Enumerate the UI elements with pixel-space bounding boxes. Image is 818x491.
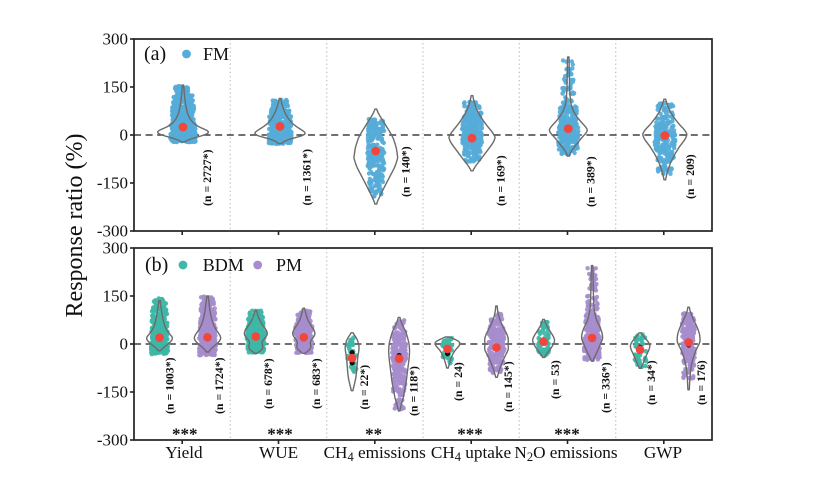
svg-text:0: 0: [120, 126, 129, 145]
svg-text:BDM: BDM: [203, 255, 244, 275]
svg-text:***: ***: [172, 425, 198, 444]
svg-text:N2O emissions: N2O emissions: [514, 443, 617, 464]
svg-text:-300: -300: [97, 222, 128, 241]
svg-text:CH4 emissions: CH4 emissions: [324, 443, 427, 464]
svg-text:-300: -300: [97, 431, 128, 450]
svg-text:GWP: GWP: [644, 443, 682, 462]
svg-text:***: ***: [267, 425, 293, 444]
svg-text:(n = 1361*): (n = 1361*): [300, 149, 314, 206]
svg-text:PM: PM: [276, 255, 302, 275]
svg-text:CH4 uptake: CH4 uptake: [431, 443, 512, 464]
svg-text:(n = 683*): (n = 683*): [309, 358, 323, 409]
svg-text:(n = 118*): (n = 118*): [407, 366, 421, 416]
svg-text:(b): (b): [145, 254, 168, 276]
svg-text:FM: FM: [203, 44, 229, 64]
svg-text:***: ***: [457, 425, 483, 444]
svg-text:Yield: Yield: [165, 443, 203, 462]
svg-text:Response ratio (%): Response ratio (%): [62, 134, 88, 318]
svg-text:(n = 140*): (n = 140*): [399, 146, 413, 197]
svg-text:300: 300: [103, 239, 129, 258]
svg-text:0: 0: [120, 335, 129, 354]
svg-text:(n = 24): (n = 24): [451, 362, 465, 401]
svg-text:(n = 209): (n = 209): [683, 154, 697, 199]
svg-text:***: ***: [554, 425, 580, 444]
svg-text:(n = 336*): (n = 336*): [598, 362, 612, 413]
svg-text:WUE: WUE: [259, 443, 298, 462]
svg-text:150: 150: [103, 78, 129, 97]
svg-text:150: 150: [103, 287, 129, 306]
svg-text:(n = 678*): (n = 678*): [261, 358, 275, 409]
svg-text:(n = 176): (n = 176): [694, 360, 708, 405]
svg-text:(n = 2727*): (n = 2727*): [200, 149, 214, 206]
svg-text:(n = 169*): (n = 169*): [493, 155, 507, 206]
svg-text:-150: -150: [97, 383, 128, 402]
svg-text:(n = 1724*): (n = 1724*): [212, 357, 226, 414]
svg-text:(n = 145*): (n = 145*): [501, 361, 515, 412]
svg-text:(a): (a): [144, 43, 166, 65]
svg-text:**: **: [365, 425, 382, 444]
svg-text:-150: -150: [97, 174, 128, 193]
svg-text:300: 300: [103, 30, 129, 49]
svg-text:(n = 1003*): (n = 1003*): [163, 357, 177, 414]
svg-text:(n = 22*): (n = 22*): [357, 365, 371, 410]
svg-text:(n = 53): (n = 53): [548, 360, 562, 399]
svg-text:(n = 389*): (n = 389*): [583, 156, 597, 207]
svg-text:(n = 34*): (n = 34*): [644, 360, 658, 405]
